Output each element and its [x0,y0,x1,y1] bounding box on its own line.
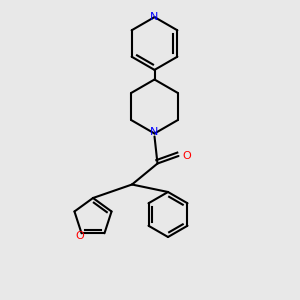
Text: O: O [182,151,191,161]
Text: N: N [150,127,159,137]
Text: N: N [150,12,159,22]
Text: O: O [76,231,84,241]
